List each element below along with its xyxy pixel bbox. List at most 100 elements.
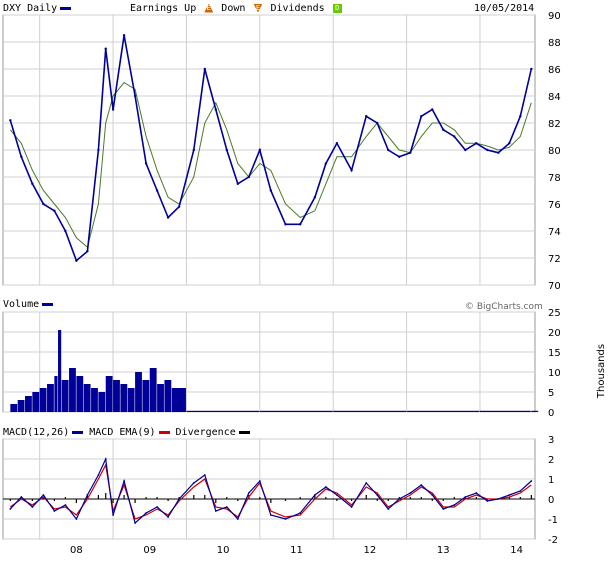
macd-point — [192, 482, 195, 484]
symbol-label: DXY Daily — [3, 3, 58, 14]
macd-label: MACD(12,26) — [3, 427, 70, 438]
macd-point — [53, 510, 56, 512]
price-legend-swatch — [60, 6, 72, 10]
price-point — [258, 148, 262, 152]
price-y-tick-label: 78 — [548, 173, 561, 184]
macd-point — [269, 514, 272, 516]
price-y-tick-label: 72 — [548, 254, 561, 265]
macd-point — [409, 492, 412, 494]
macd-y-tick-label: 3 — [548, 435, 554, 446]
volume-bar — [171, 388, 186, 412]
macd-point — [475, 492, 478, 494]
macd-panel-frame — [2, 438, 536, 540]
divergence-label: Divergence — [175, 427, 236, 438]
volume-y-tick-label: 15 — [548, 348, 561, 359]
price-point — [203, 67, 206, 71]
price-point — [464, 148, 467, 152]
price-point — [431, 108, 434, 111]
volume-bar — [58, 330, 62, 412]
price-point — [409, 151, 412, 154]
price-point — [166, 216, 170, 219]
macd-point — [519, 490, 522, 492]
price-point — [236, 182, 240, 185]
divergence-legend-swatch — [238, 430, 250, 434]
price-point — [453, 135, 456, 138]
macd-point — [123, 480, 125, 482]
watermark: © BigCharts.com — [465, 302, 543, 312]
macd-point — [258, 480, 261, 482]
macd-y-tick-label: -2 — [548, 535, 558, 546]
price-point — [335, 142, 339, 145]
macd-point — [453, 504, 456, 506]
macd-point — [145, 512, 147, 514]
macd-point — [225, 506, 228, 508]
volume-bar — [61, 380, 69, 412]
volume-y-tick-label: 10 — [548, 368, 561, 379]
price-point — [31, 182, 34, 185]
volume-bar — [164, 380, 172, 412]
price-y-tick-label: 70 — [548, 281, 561, 292]
macd-point — [530, 480, 533, 482]
volume-bar — [120, 384, 128, 412]
price-point — [298, 223, 302, 226]
volume-bar — [259, 410, 333, 412]
price-point — [86, 250, 89, 253]
macd-point — [97, 474, 100, 476]
volume-label: Volume — [3, 299, 40, 310]
volume-bar — [113, 380, 120, 412]
price-point — [104, 47, 107, 50]
macd-point — [203, 474, 206, 476]
volume-y-tick-label: 5 — [548, 388, 554, 399]
earnings-down-label: Down — [221, 3, 246, 14]
macd-point — [134, 522, 136, 524]
macd-point — [442, 508, 445, 510]
price-y-tick-label: 86 — [548, 65, 561, 76]
macd-point — [299, 512, 302, 514]
volume-bar — [54, 376, 58, 412]
macd-y-tick-label: 1 — [548, 475, 554, 486]
volume-y-tick-label: 0 — [548, 408, 554, 419]
earnings-up-icon: E — [204, 3, 214, 13]
price-point — [350, 169, 353, 172]
macd-point — [64, 504, 67, 506]
macd-point — [431, 494, 434, 496]
macd-point — [178, 498, 181, 500]
x-tick-label: 10 — [217, 545, 230, 556]
price-point — [313, 196, 317, 199]
price-point — [64, 229, 67, 233]
macd-point — [350, 506, 353, 508]
chart-date: 10/05/2014 — [474, 3, 535, 14]
price-point — [20, 155, 23, 158]
price-point — [111, 108, 115, 111]
price-point — [97, 148, 100, 152]
price-y-tick-label: 76 — [548, 200, 561, 211]
macd-point — [387, 508, 390, 510]
macd-point — [464, 496, 467, 498]
volume-bar — [149, 368, 157, 412]
price-point — [387, 148, 390, 152]
price-point — [225, 148, 229, 152]
macd-point — [75, 518, 78, 520]
volume-y-tick-label: 20 — [548, 328, 561, 339]
volume-bar — [69, 368, 76, 412]
volume-bar — [157, 384, 164, 412]
macd-point — [284, 518, 287, 520]
volume-bar — [17, 400, 25, 412]
macd-point — [42, 494, 45, 496]
volume-bar — [142, 380, 150, 412]
macd-point — [156, 506, 158, 508]
x-tick-label: 12 — [364, 545, 377, 556]
price-point — [530, 67, 533, 71]
price-point — [324, 162, 328, 165]
macd-point — [86, 494, 89, 496]
price-point — [155, 189, 159, 192]
earnings-up-label: Earnings Up — [130, 3, 197, 14]
x-tick-label: 08 — [70, 545, 83, 556]
macd-point — [376, 494, 379, 496]
volume-bar — [406, 410, 480, 412]
macd-point — [313, 494, 316, 496]
price-point — [9, 119, 12, 122]
price-point — [177, 205, 181, 208]
price-point — [508, 142, 511, 145]
